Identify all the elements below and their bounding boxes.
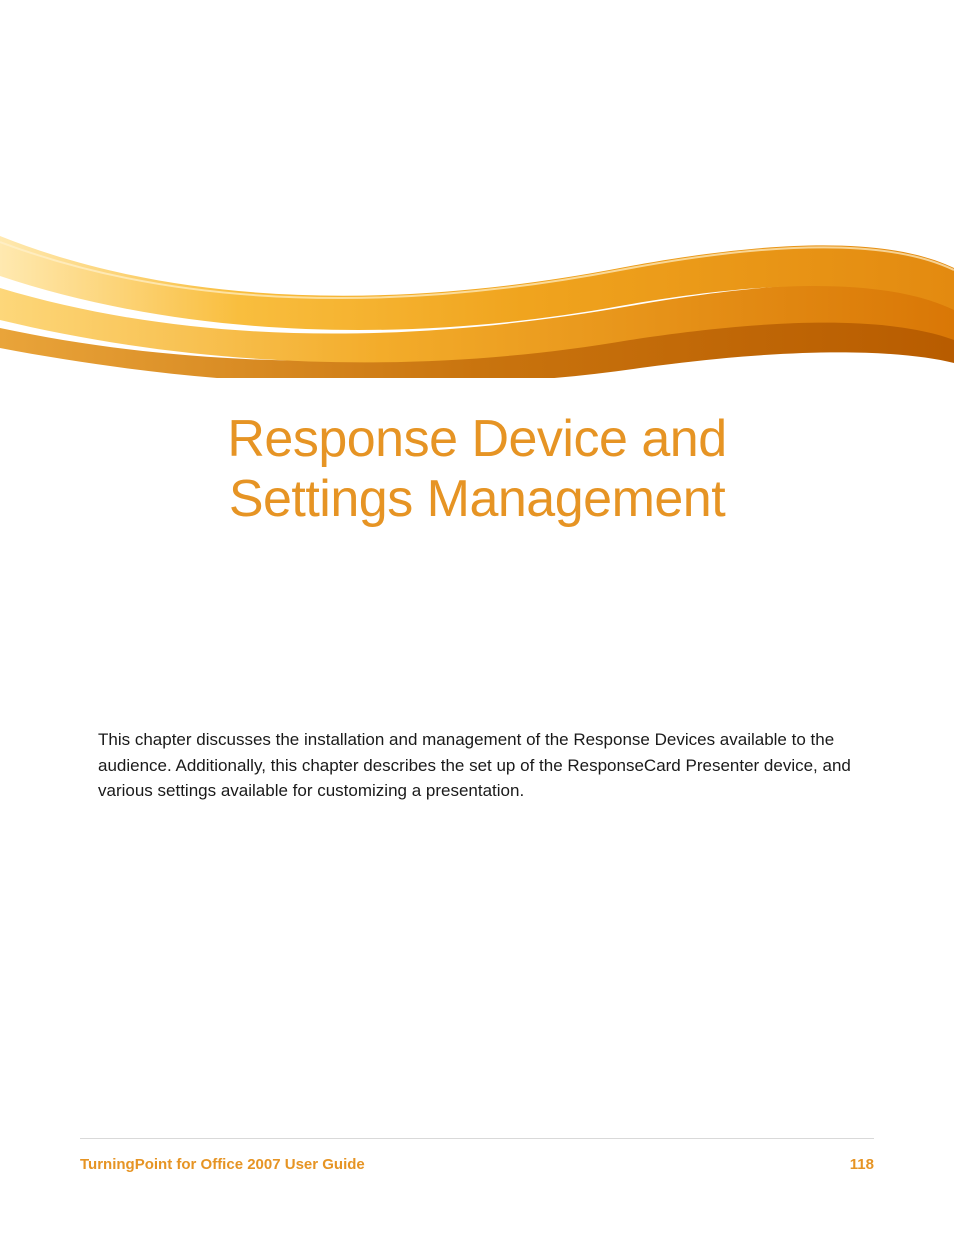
page-footer: TurningPoint for Office 2007 User Guide … — [80, 1144, 874, 1173]
footer-rule — [80, 1138, 874, 1139]
footer-page-number: 118 — [850, 1156, 874, 1173]
page-container: Response Device and Settings Management … — [0, 0, 954, 1235]
chapter-title-line1: Response Device and — [227, 410, 726, 468]
chapter-title: Response Device and Settings Management — [0, 410, 954, 530]
footer-document-title: TurningPoint for Office 2007 User Guide — [80, 1156, 365, 1173]
decorative-swoosh-banner — [0, 218, 954, 378]
chapter-intro-paragraph: This chapter discusses the installation … — [98, 727, 868, 804]
chapter-title-line2: Settings Management — [229, 470, 725, 528]
